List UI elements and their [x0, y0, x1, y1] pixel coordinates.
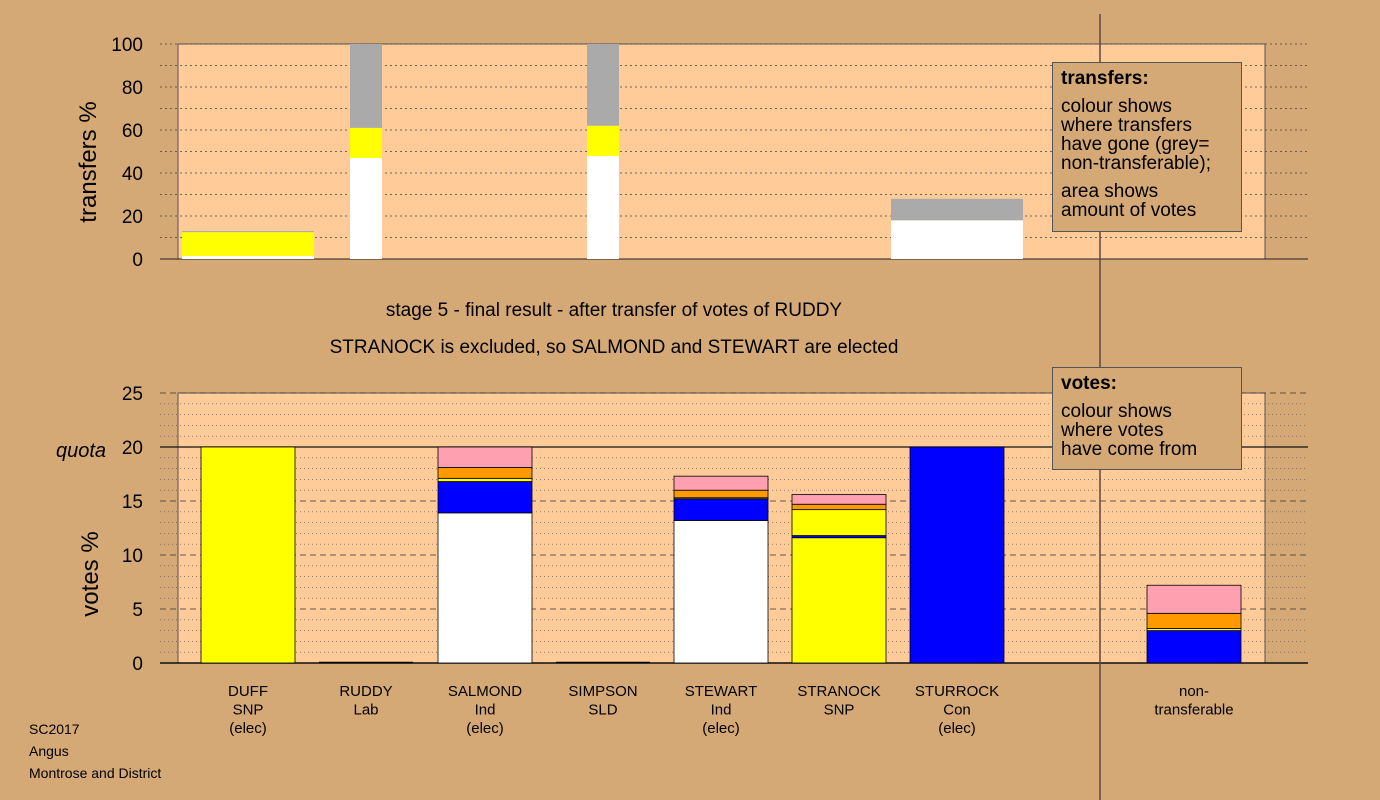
result-text: STRANOCK is excluded, so SALMOND and STE…: [329, 337, 899, 358]
y-tick-label: 20: [122, 438, 143, 459]
transfer-bar-segment: [350, 44, 382, 128]
candidate-label: RUDDY: [339, 683, 392, 700]
transfers-legend-line: non-transferable);: [1061, 153, 1211, 174]
transfer-bar-segment: [587, 155, 619, 259]
candidate-label: SALMOND: [448, 683, 522, 700]
transfers-axis-label: transfers %: [75, 101, 102, 222]
transfer-bar-segment: [182, 232, 314, 256]
candidate-label: (elec): [466, 720, 504, 737]
transfers-legend-title: transfers:: [1061, 68, 1149, 89]
candidate-label: DUFF: [228, 683, 268, 700]
vote-bar-segment: [791, 509, 887, 536]
transfers-legend-line: have gone (grey=: [1061, 134, 1210, 155]
candidate-label: non-: [1179, 683, 1209, 700]
y-tick-label: 0: [132, 654, 143, 675]
footer-council: Angus: [29, 743, 69, 759]
transfer-bar-segment: [350, 157, 382, 259]
transfer-bar-segment: [587, 44, 619, 126]
y-tick-label: 80: [122, 78, 143, 99]
vote-bar-segment: [437, 512, 533, 664]
y-tick-label: 60: [122, 121, 143, 142]
vote-bar-segment: [673, 520, 769, 664]
vote-bar-segment: [909, 446, 1005, 664]
y-tick-label: 15: [122, 492, 143, 513]
y-tick-label: 100: [111, 35, 143, 56]
vote-bar-segment: [1146, 584, 1242, 614]
candidate-label: STRANOCK: [797, 683, 880, 700]
transfers-legend-line: where transfers: [1061, 115, 1192, 136]
candidate-label: (elec): [702, 720, 740, 737]
transfer-bar-segment: [587, 125, 619, 156]
vote-bar-segment: [437, 446, 533, 468]
vote-bar-segment: [437, 467, 533, 479]
candidate-label: transferable: [1154, 702, 1233, 719]
votes-legend-title: votes:: [1061, 373, 1117, 394]
transfers-legend-line: amount of votes: [1061, 200, 1197, 221]
vote-bar-segment: [673, 475, 769, 491]
vote-bar-segment: [437, 481, 533, 514]
vote-bar-segment: [1146, 630, 1242, 664]
vote-bar-segment: [1146, 612, 1242, 629]
votes-legend-line: where votes: [1061, 420, 1164, 441]
votes-legend: votes: colour shows where votes have com…: [1052, 367, 1242, 470]
y-tick-label: 5: [132, 600, 143, 621]
candidate-label: STURROCK: [915, 683, 999, 700]
candidate-label: Ind: [711, 702, 732, 719]
vote-bar-segment: [791, 494, 887, 505]
transfer-bar-segment: [182, 255, 314, 259]
candidate-label: SIMPSON: [568, 683, 637, 700]
candidate-label: SLD: [588, 702, 617, 719]
quota-label: quota: [56, 440, 106, 462]
transfers-legend: transfers: colour shows where transfers …: [1052, 62, 1242, 232]
candidate-label: (elec): [938, 720, 976, 737]
candidate-label: STEWART: [685, 683, 758, 700]
stage-title: stage 5 - final result - after transfer …: [385, 300, 843, 321]
vote-bar-segment: [791, 537, 887, 664]
vote-bar-segment: [673, 489, 769, 499]
vote-bar-segment: [673, 498, 769, 521]
y-tick-label: 25: [122, 384, 143, 405]
y-tick-label: 0: [132, 250, 143, 271]
transfer-bar-segment: [350, 127, 382, 158]
candidate-label: SNP: [233, 702, 264, 719]
votes-legend-line: have come from: [1061, 439, 1198, 460]
y-tick-label: 40: [122, 164, 143, 185]
footer-code: SC2017: [29, 721, 80, 737]
vote-bar-segment: [791, 503, 887, 511]
votes-chart: 0510152025DUFFSNP(elec)RUDDYLabSALMONDIn…: [122, 384, 1308, 737]
vote-bar-segment: [437, 477, 533, 482]
candidate-label: Lab: [353, 702, 378, 719]
candidate-label: Ind: [475, 702, 496, 719]
candidate-label: (elec): [229, 720, 267, 737]
y-tick-label: 20: [122, 207, 143, 228]
candidate-label: Con: [943, 702, 971, 719]
transfer-bar-segment: [182, 231, 314, 233]
vote-bar-segment: [200, 446, 296, 664]
y-tick-label: 10: [122, 546, 143, 567]
transfer-bar-segment: [891, 220, 1023, 259]
transfers-legend-line: area shows: [1061, 181, 1159, 202]
votes-axis-label: votes %: [77, 531, 104, 616]
candidate-label: SNP: [824, 702, 855, 719]
transfer-bar-segment: [891, 198, 1023, 221]
votes-legend-line: colour shows: [1061, 401, 1172, 422]
footer-ward: Montrose and District: [29, 765, 162, 781]
transfers-legend-line: colour shows: [1061, 96, 1172, 117]
